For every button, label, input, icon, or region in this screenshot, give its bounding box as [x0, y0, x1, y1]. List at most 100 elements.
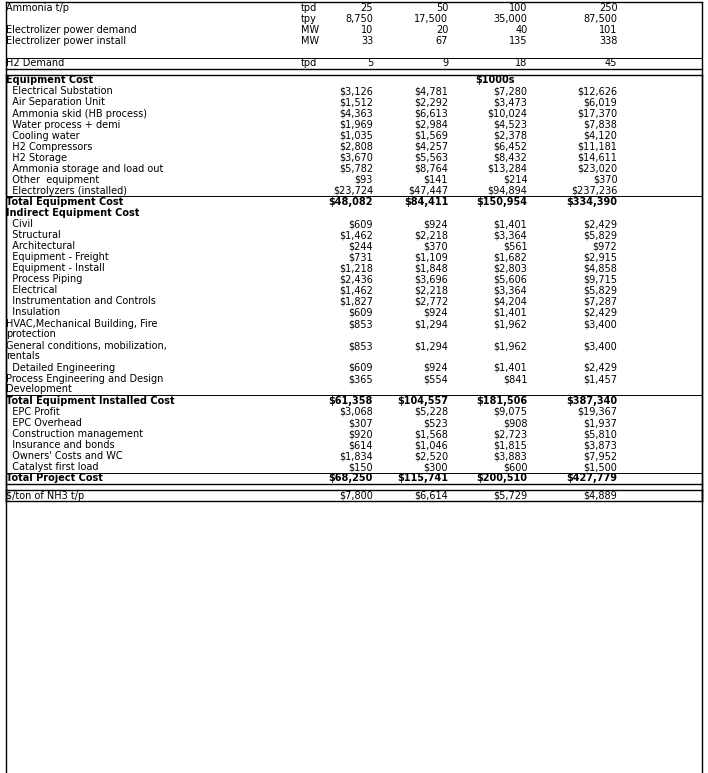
Text: $237,236: $237,236	[571, 186, 617, 196]
Text: $924: $924	[423, 219, 448, 229]
Text: $3,364: $3,364	[493, 230, 527, 240]
Text: $19,367: $19,367	[578, 407, 617, 417]
Text: $1,294: $1,294	[414, 319, 448, 329]
Text: $4,523: $4,523	[493, 120, 527, 130]
Text: $7,280: $7,280	[493, 87, 527, 97]
Text: Equipment - Install: Equipment - Install	[6, 264, 104, 274]
Text: 5: 5	[367, 58, 373, 68]
Text: $104,557: $104,557	[397, 396, 448, 406]
Text: $5,782: $5,782	[339, 164, 373, 174]
Text: $4,120: $4,120	[583, 131, 617, 141]
Text: H2 Storage: H2 Storage	[6, 153, 67, 163]
Text: $9,715: $9,715	[583, 274, 617, 284]
Text: 20: 20	[436, 25, 448, 35]
Text: $4,781: $4,781	[414, 87, 448, 97]
Text: $13,284: $13,284	[488, 164, 527, 174]
Text: Total Project Cost: Total Project Cost	[6, 473, 103, 483]
Text: $1,962: $1,962	[493, 319, 527, 329]
Text: $6,614: $6,614	[414, 491, 448, 501]
Text: 40: 40	[515, 25, 527, 35]
Text: $972: $972	[593, 241, 617, 251]
Text: $3,873: $3,873	[583, 440, 617, 450]
Text: Cooling water: Cooling water	[6, 131, 79, 141]
Text: $7,287: $7,287	[583, 296, 617, 306]
Text: $609: $609	[348, 308, 373, 318]
Text: Instrumentation and Controls: Instrumentation and Controls	[6, 296, 156, 306]
Text: $1,834: $1,834	[339, 451, 373, 461]
Text: Structural: Structural	[6, 230, 60, 240]
Text: EPC Profit: EPC Profit	[6, 407, 59, 417]
Text: $1,457: $1,457	[583, 374, 617, 384]
Text: tpd: tpd	[301, 3, 317, 13]
Text: $1,218: $1,218	[339, 264, 373, 274]
Text: Electrical: Electrical	[6, 285, 57, 295]
Text: $4,889: $4,889	[583, 491, 617, 501]
Text: $2,292: $2,292	[414, 97, 448, 107]
Text: Other  equipment: Other equipment	[6, 175, 99, 185]
Text: $200,510: $200,510	[476, 473, 527, 483]
Text: $94,894: $94,894	[488, 186, 527, 196]
Text: Water process + demi: Water process + demi	[6, 120, 120, 130]
Text: Ammonia storage and load out: Ammonia storage and load out	[6, 164, 163, 174]
Text: $924: $924	[423, 308, 448, 318]
Text: $908: $908	[503, 418, 527, 428]
Text: 101: 101	[599, 25, 617, 35]
Text: 67: 67	[436, 36, 448, 46]
Text: Indirect Equipment Cost: Indirect Equipment Cost	[6, 208, 139, 218]
Text: Civil: Civil	[6, 219, 33, 229]
Text: 250: 250	[599, 3, 617, 13]
Text: 17,500: 17,500	[414, 14, 448, 24]
Text: $5,829: $5,829	[583, 230, 617, 240]
Text: $2,218: $2,218	[414, 285, 448, 295]
Text: $1,109: $1,109	[414, 252, 448, 262]
Text: Insulation: Insulation	[6, 308, 60, 318]
Text: $2,429: $2,429	[583, 363, 617, 373]
Text: 18: 18	[515, 58, 527, 68]
Text: 35,000: 35,000	[493, 14, 527, 24]
Text: General conditions, mobilization,: General conditions, mobilization,	[6, 342, 166, 351]
Text: Ammonia t/p: Ammonia t/p	[6, 3, 69, 13]
Text: Electrolizer power install: Electrolizer power install	[6, 36, 126, 46]
Text: $6,613: $6,613	[414, 108, 448, 118]
Text: $115,741: $115,741	[397, 473, 448, 483]
Text: $3,400: $3,400	[583, 342, 617, 351]
Text: 45: 45	[605, 58, 617, 68]
Text: $68,250: $68,250	[329, 473, 373, 483]
Text: $3,696: $3,696	[414, 274, 448, 284]
Text: $47,447: $47,447	[408, 186, 448, 196]
Text: $523: $523	[423, 418, 448, 428]
Text: 10: 10	[361, 25, 373, 35]
Text: $214: $214	[503, 175, 527, 185]
Text: $2,723: $2,723	[493, 429, 527, 439]
Text: $6,452: $6,452	[493, 141, 527, 152]
Text: $3,400: $3,400	[583, 319, 617, 329]
Text: $1,401: $1,401	[493, 219, 527, 229]
Text: $614: $614	[348, 440, 373, 450]
Text: $4,257: $4,257	[414, 141, 448, 152]
Text: $2,915: $2,915	[583, 252, 617, 262]
Text: Catalyst first load: Catalyst first load	[6, 462, 98, 472]
Text: $5,810: $5,810	[583, 429, 617, 439]
Text: $1,969: $1,969	[339, 120, 373, 130]
Text: $1,046: $1,046	[414, 440, 448, 450]
Text: $7,952: $7,952	[583, 451, 617, 461]
Text: $3,473: $3,473	[493, 97, 527, 107]
Text: $841: $841	[503, 374, 527, 384]
Text: $8,432: $8,432	[493, 153, 527, 163]
Text: $1,962: $1,962	[493, 342, 527, 351]
Text: $141: $141	[423, 175, 448, 185]
Text: $23,020: $23,020	[577, 164, 617, 174]
Text: $924: $924	[423, 363, 448, 373]
Text: $93: $93	[355, 175, 373, 185]
Text: protection: protection	[6, 329, 55, 339]
Text: 87,500: 87,500	[583, 14, 617, 24]
Text: $370: $370	[593, 175, 617, 185]
Text: $4,363: $4,363	[339, 108, 373, 118]
Text: $1,035: $1,035	[339, 131, 373, 141]
Text: $609: $609	[348, 219, 373, 229]
Text: $2,520: $2,520	[414, 451, 448, 461]
Text: $3,670: $3,670	[339, 153, 373, 163]
Text: Ammonia skid (HB process): Ammonia skid (HB process)	[6, 108, 147, 118]
Text: $1,512: $1,512	[339, 97, 373, 107]
Text: $554: $554	[423, 374, 448, 384]
